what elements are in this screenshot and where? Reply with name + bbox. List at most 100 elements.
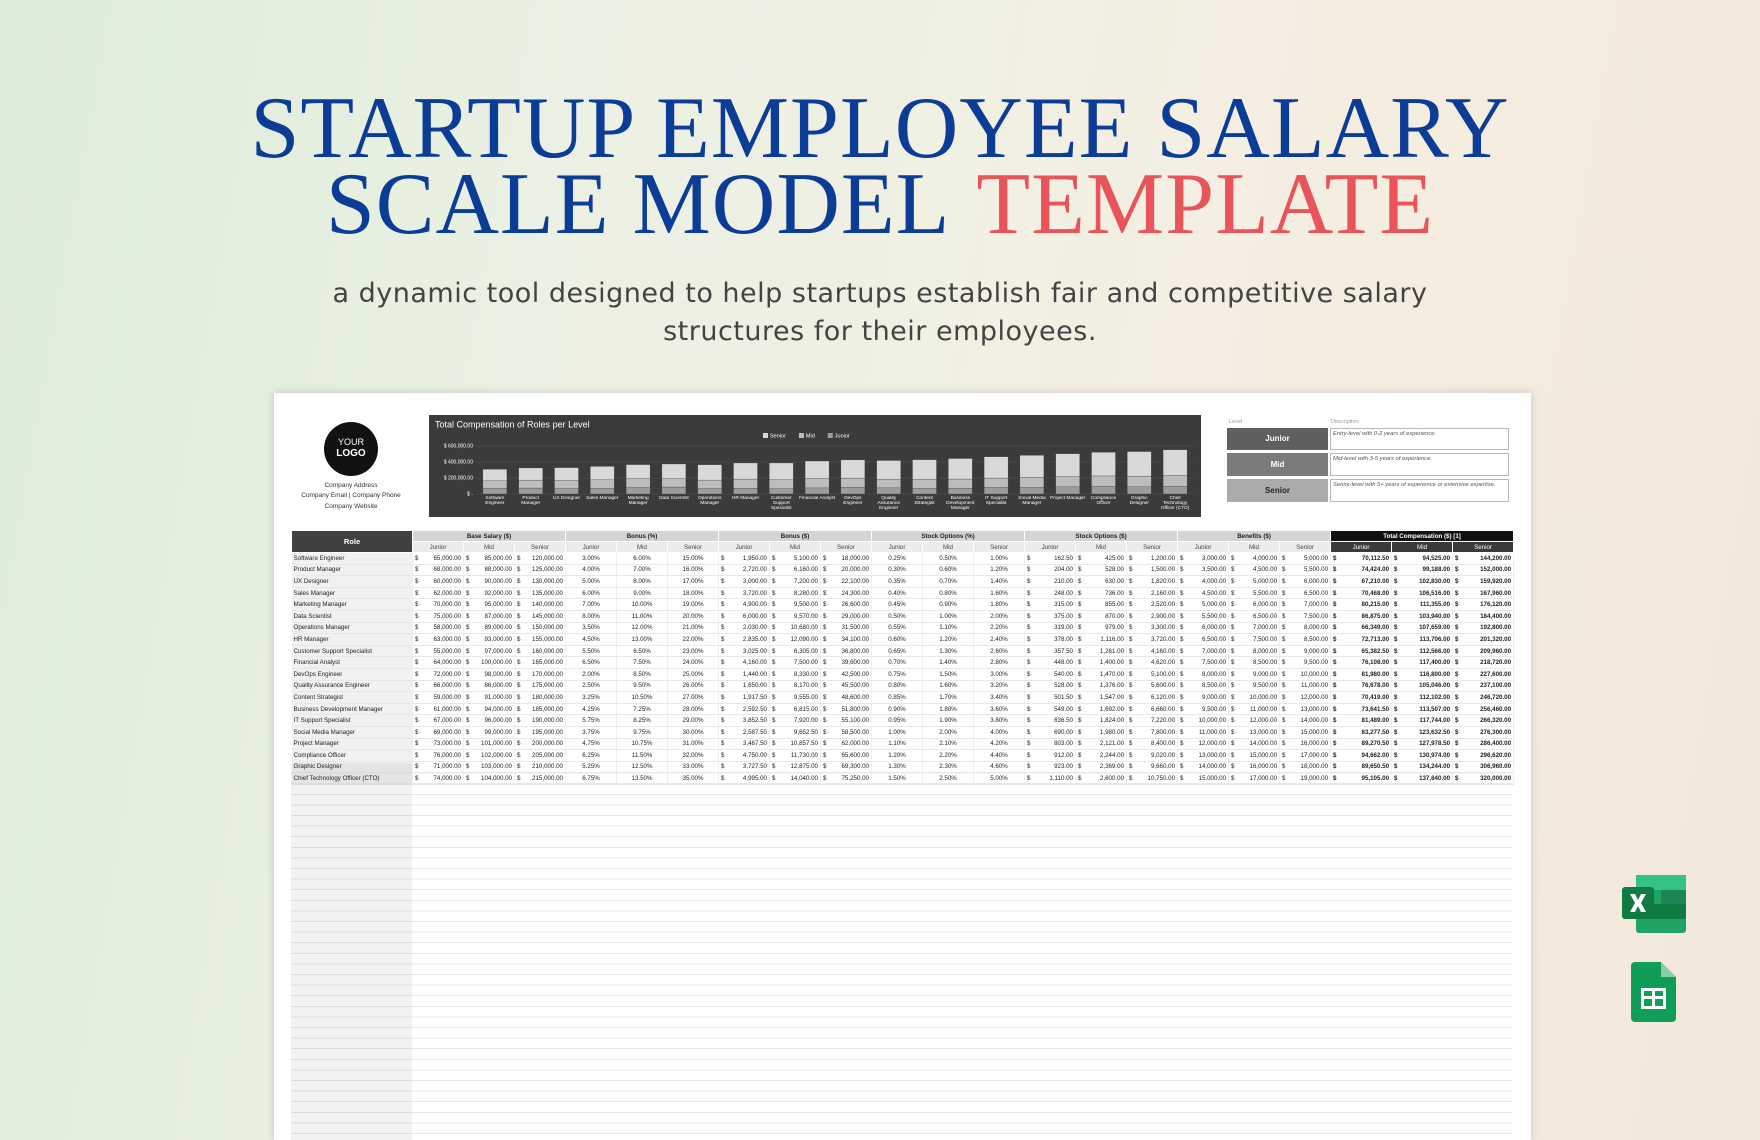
currency-symbol: $	[1231, 647, 1235, 655]
value-cell: 8.50%	[616, 668, 668, 681]
value-cell: $11,000.00	[1279, 680, 1332, 693]
value-cell: 0.70%	[871, 656, 923, 669]
cell-value: 0.70%	[888, 659, 906, 667]
currency-symbol: $	[1282, 589, 1286, 597]
cell-value: 19.00%	[682, 601, 704, 609]
cell-value: 0.75%	[888, 670, 906, 678]
x-tick-label-box: Business Development Manager	[946, 496, 974, 511]
currency-symbol: $	[772, 624, 776, 632]
value-cell: $162.50	[1024, 552, 1077, 565]
value-cell: 2.60%	[973, 645, 1026, 658]
value-cell: 2.50%	[565, 680, 617, 693]
currency-symbol: $	[772, 589, 776, 597]
currency-symbol: $	[1129, 635, 1133, 643]
value-cell: $70,468.00	[1330, 587, 1393, 600]
cell-value: 0.65%	[888, 647, 906, 655]
x-tick-label-box: Sales Manager	[586, 496, 618, 501]
currency-symbol: $	[415, 624, 419, 632]
table-row: Financial Analyst $64,000.00 $100,000.00 $1…	[291, 656, 1515, 669]
value-cell: 4.25%	[565, 703, 617, 716]
currency-symbol: $	[1129, 682, 1133, 690]
role-cell: Sales Manager	[291, 587, 413, 600]
value-cell: 0.60%	[922, 564, 974, 577]
cell-value: 10,000.00	[1198, 717, 1227, 725]
value-cell: 2.10%	[922, 738, 974, 751]
cell-value: 3,500.00	[1201, 566, 1227, 574]
value-cell: $102,000.00	[463, 749, 515, 762]
value-cell: 2.40%	[973, 633, 1026, 646]
currency-symbol: $	[1394, 693, 1398, 701]
value-cell: $204.00	[1024, 564, 1077, 577]
value-cell: $70,419.00	[1330, 691, 1393, 704]
group-header: Stock Options ($)	[1024, 530, 1179, 542]
value-cell: 17.00%	[667, 575, 719, 588]
cell-value: 4,750.00	[742, 751, 767, 759]
cell-value: 72,713.00	[1361, 635, 1390, 643]
value-cell: $2,030.00	[718, 622, 770, 635]
value-cell: $65,600.00	[820, 749, 872, 762]
value-cell: $13,000.00	[1228, 726, 1281, 739]
cell-value: 116,800.00	[1419, 670, 1451, 678]
value-cell: 6.25%	[565, 749, 617, 762]
currency-symbol: $	[823, 659, 827, 667]
value-cell: $7,500.00	[1177, 656, 1230, 669]
currency-symbol: $	[823, 554, 827, 562]
value-cell: $130,974.00	[1391, 749, 1454, 762]
cell-value: 160,000.00	[532, 647, 563, 655]
y-tick-label: $ 400,000.00	[444, 459, 473, 465]
bar-segment	[876, 487, 901, 495]
cell-value: 145,000.00	[532, 612, 563, 620]
value-cell: $10,000.00	[1228, 691, 1281, 704]
currency-symbol: $	[1078, 635, 1082, 643]
cell-value: 8.50%	[633, 670, 651, 678]
currency-symbol: $	[1078, 589, 1082, 597]
currency-symbol: $	[1129, 554, 1133, 562]
value-cell: $3,720.00	[1126, 633, 1179, 646]
table-row: Quality Assurance Engineer $66,000.00 $86,…	[291, 680, 1515, 693]
cell-value: 0.80%	[939, 589, 957, 597]
value-cell: 1.80%	[973, 598, 1026, 611]
currency-symbol: $	[415, 601, 419, 609]
cell-value: 11.00%	[631, 612, 653, 620]
spreadsheet: YOUR LOGO Company Address Company Email …	[274, 393, 1531, 1140]
cell-value: 8.00%	[582, 612, 600, 620]
cell-value: 165,000.00	[532, 659, 563, 667]
currency-symbol: $	[1394, 635, 1398, 643]
value-cell: $6,500.00	[1228, 610, 1281, 623]
table-row: Product Manager $68,000.00 $88,000.00 $125,…	[291, 564, 1515, 577]
value-cell: $6,500.00	[1279, 587, 1332, 600]
value-cell: $7,800.00	[1126, 726, 1179, 739]
currency-symbol: $	[1231, 705, 1235, 713]
role-header: Role	[291, 530, 413, 553]
x-tick-label-box: Chief Technology Officer (CTO)	[1161, 496, 1190, 511]
value-cell: $1,376.00	[1075, 680, 1128, 693]
currency-symbol: $	[1455, 589, 1459, 597]
currency-symbol: $	[823, 601, 827, 609]
cell-value: 18.00%	[682, 589, 704, 597]
currency-symbol: $	[1027, 670, 1031, 678]
currency-symbol: $	[1027, 717, 1031, 725]
value-cell: $62,000.00	[412, 587, 464, 600]
value-cell: $185,000.00	[514, 703, 566, 716]
cell-value: 32.00%	[682, 751, 704, 759]
value-cell: $4,160.00	[1126, 645, 1179, 658]
x-tick-label: Product Manager	[521, 496, 541, 507]
currency-symbol: $	[1333, 659, 1337, 667]
currency-symbol: $	[1078, 693, 1082, 701]
value-cell: 0.50%	[922, 552, 974, 565]
currency-symbol: $	[415, 566, 419, 574]
cell-value: 979.00	[1105, 624, 1125, 632]
cell-value: 209,960.00	[1480, 647, 1512, 655]
currency-symbol: $	[1027, 728, 1031, 736]
cell-value: 8,500.00	[1201, 682, 1227, 690]
value-cell: $97,000.00	[463, 645, 515, 658]
currency-symbol: $	[1231, 601, 1235, 609]
currency-symbol: $	[1282, 740, 1286, 748]
bar-segment	[518, 467, 543, 481]
value-cell: $127,978.50	[1391, 738, 1454, 751]
cell-value: 17.00%	[682, 577, 704, 585]
cell-value: 4.40%	[990, 751, 1008, 759]
value-cell: $357.50	[1024, 645, 1077, 658]
cell-value: 2.50%	[582, 682, 600, 690]
cell-value: 1,116.00	[1100, 635, 1125, 643]
